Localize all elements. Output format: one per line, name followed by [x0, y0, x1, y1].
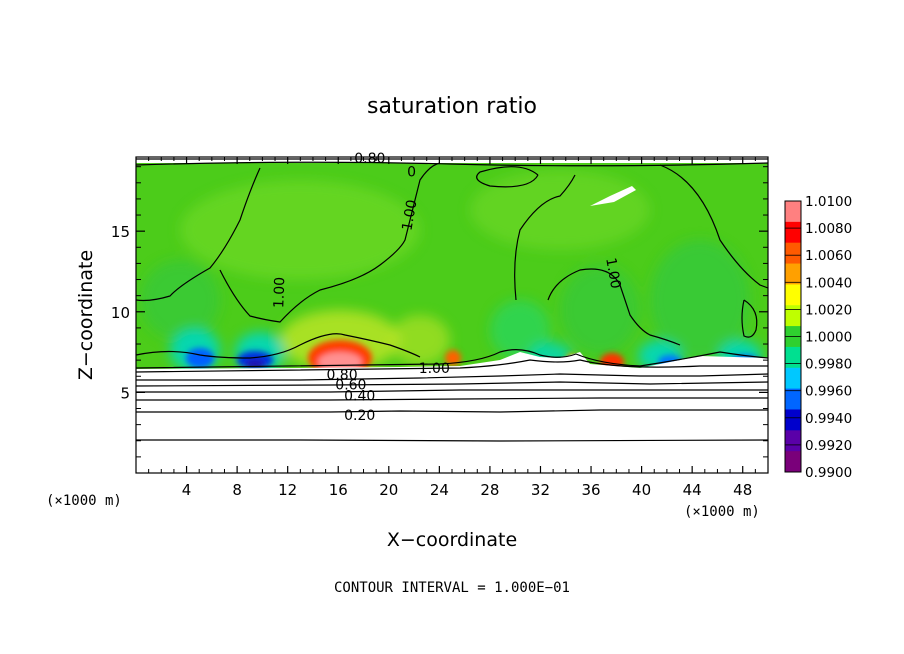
- colorbar-label: 1.0060: [805, 248, 852, 264]
- footer-contour-interval: CONTOUR INTERVAL = 1.000E−01: [334, 580, 570, 596]
- colorbar: 1.0100 1.0080 1.0060 1.0040 1.0020 1.0000 0.99…: [784, 194, 852, 481]
- y-tick-label: 15: [111, 223, 130, 241]
- x-axis: 4 8 12 16 20 24 28 32 36 40 44 48: [148, 157, 756, 499]
- colorbar-swatch: [785, 201, 801, 223]
- x-axis-label: X−coordinate: [387, 529, 517, 551]
- y-tick-label: 5: [120, 384, 130, 402]
- contour-label: 0.80: [326, 368, 357, 384]
- colorbar-swatch: [785, 263, 801, 285]
- colorbar-swatch: [785, 451, 801, 473]
- colorbar-swatch: [785, 388, 801, 410]
- colorbar-label: 1.0100: [805, 194, 852, 210]
- chart-title: saturation ratio: [367, 94, 537, 119]
- x-tick-label: 32: [531, 481, 550, 499]
- x-tick-label: 16: [329, 481, 348, 499]
- x-tick-label: 36: [581, 481, 600, 499]
- contour-label: 1.00: [271, 277, 288, 309]
- x-tick-label: 12: [278, 481, 297, 499]
- contour-label: 0.80: [354, 151, 385, 167]
- colorbar-swatch: [785, 346, 801, 369]
- colorbar-label: 0.9980: [805, 357, 852, 373]
- colorbar-swatch: [785, 367, 801, 390]
- x-tick-label: 28: [480, 481, 499, 499]
- x-unit-label-right: (×1000 m): [684, 504, 760, 520]
- contour-label: 1.00: [602, 257, 623, 290]
- contour-label: 0: [407, 165, 416, 181]
- colorbar-swatch: [785, 305, 801, 327]
- x-tick-label: 4: [182, 481, 192, 499]
- colorbar-label: 1.0020: [805, 302, 852, 318]
- y-tick-label: 10: [111, 304, 130, 322]
- colorbar-label: 1.0080: [805, 221, 852, 237]
- heatmap-field: [136, 157, 768, 473]
- colorbar-swatch: [785, 221, 801, 244]
- x-tick-label: 48: [733, 481, 752, 499]
- contour-label: 1.00: [419, 361, 450, 377]
- x-tick-label: 44: [683, 481, 702, 499]
- x-unit-label-left: (×1000 m): [46, 493, 122, 509]
- x-tick-label: 8: [232, 481, 242, 499]
- colorbar-swatch: [785, 284, 801, 306]
- colorbar-swatch: [785, 430, 801, 452]
- colorbar-swatch: [785, 409, 801, 431]
- colorbar-label: 0.9900: [805, 465, 852, 481]
- colorbar-label: 0.9960: [805, 384, 852, 400]
- contour-label: 0.60: [335, 377, 366, 393]
- y-axis-label: Z−coordinate: [75, 250, 97, 380]
- colorbar-label: 1.0040: [805, 275, 852, 291]
- colorbar-label: 0.9920: [805, 438, 852, 454]
- x-tick-label: 20: [379, 481, 398, 499]
- x-tick-label: 24: [430, 481, 449, 499]
- contour-label: 0.20: [344, 408, 375, 424]
- colorbar-label: 0.9940: [805, 411, 852, 427]
- x-tick-label: 40: [632, 481, 651, 499]
- colorbar-label: 1.0000: [805, 330, 852, 346]
- y-axis: 5 10 15: [111, 166, 768, 458]
- colorbar-swatch: [785, 242, 801, 265]
- contour-label: 1.00: [399, 198, 420, 231]
- contour-label: 0.40: [344, 389, 375, 405]
